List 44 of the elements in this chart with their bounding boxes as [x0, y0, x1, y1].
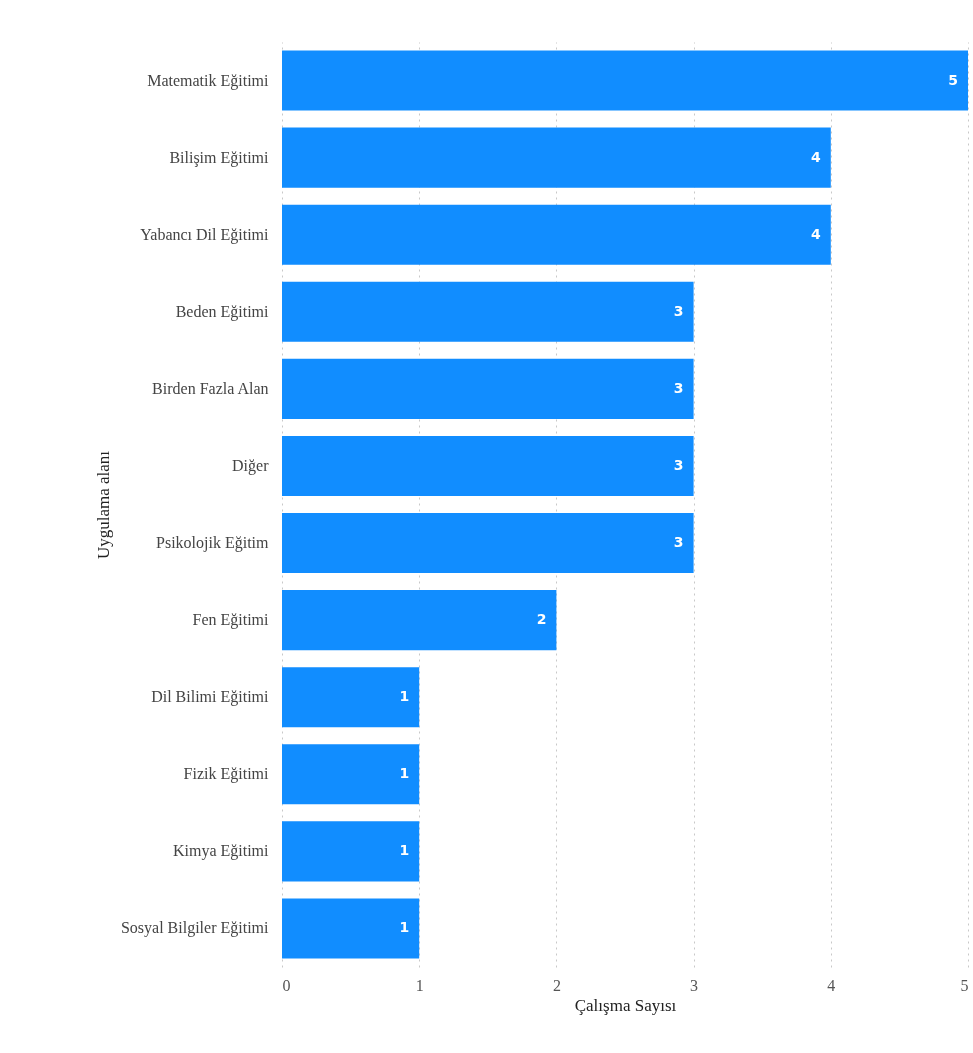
bar — [282, 821, 420, 882]
y-tick-label: Kimya Eğitimi — [172, 842, 270, 861]
data-label: 3 — [673, 456, 684, 473]
bar — [282, 512, 694, 574]
data-label: 1 — [399, 919, 410, 936]
y-tick-label: Psikolojik Eğitim — [156, 534, 270, 553]
x-tick-label: 0 — [282, 976, 291, 994]
bar — [282, 50, 968, 111]
bar — [282, 898, 420, 959]
y-tick-label: Sosyal Bilgiler Eğitimi — [120, 919, 270, 938]
x-tick-label: 1 — [415, 976, 424, 994]
y-axis-title: Uygulama alanı — [93, 450, 113, 560]
bar — [282, 358, 694, 419]
data-label: 1 — [399, 842, 410, 859]
y-tick-label: Matematik Eğitimi — [147, 71, 270, 90]
y-tick-label: Beden Eğitimi — [175, 302, 270, 321]
y-tick-label: Diğer — [232, 456, 270, 475]
y-tick-label: Yabancı Dil Eğitimi — [140, 225, 270, 244]
x-tick-label: 5 — [960, 976, 969, 994]
bar — [282, 667, 420, 728]
y-tick-label: Birden Fazla Alan — [152, 379, 269, 397]
bar — [282, 590, 557, 651]
bar — [282, 127, 831, 188]
data-label: 1 — [399, 765, 410, 782]
data-label: 1 — [399, 688, 410, 705]
data-label: 3 — [673, 534, 684, 551]
data-label: 4 — [811, 225, 822, 242]
y-tick-label: Fizik Eğitimi — [183, 765, 270, 784]
data-label: 4 — [811, 148, 822, 165]
y-tick-label: Dil Bilimi Eğitimi — [151, 688, 270, 707]
bar — [282, 281, 694, 342]
data-label: 3 — [673, 379, 684, 396]
x-tick-label: 4 — [827, 976, 836, 994]
bar — [282, 744, 420, 805]
data-label: 3 — [673, 302, 684, 319]
x-tick-label: 3 — [690, 976, 699, 994]
x-axis-title: Çalışma Sayısı — [574, 995, 677, 1015]
y-tick-label: Bilişim Eğitimi — [169, 148, 270, 167]
data-label: 5 — [948, 71, 958, 88]
data-label: 2 — [536, 611, 547, 628]
bar — [282, 204, 831, 265]
bar — [282, 435, 694, 497]
y-tick-label: Fen Eğitimi — [192, 611, 270, 630]
x-tick-label: 2 — [552, 976, 561, 994]
